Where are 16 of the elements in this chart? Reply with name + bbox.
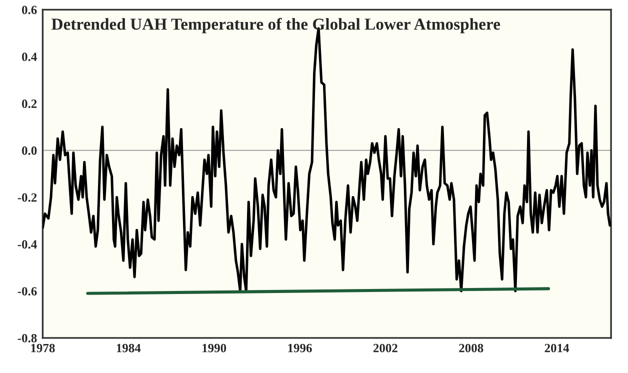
x-tick-label: 2008 (459, 344, 484, 352)
x-tick-label: 1984 (116, 344, 141, 352)
y-tick-label: 0.2 (22, 100, 37, 108)
x-tick-label: 1990 (202, 344, 226, 352)
chart-title: Detrended UAH Temperature of the Global Lower Atmosphere (52, 18, 500, 34)
y-tick-label: -0.8 (18, 334, 37, 342)
y-tick-label: -0.4 (18, 240, 37, 249)
y-tick-label: 0.0 (22, 146, 37, 155)
y-tick-label: -0.2 (18, 193, 37, 202)
x-tick-label: 1996 (288, 344, 312, 352)
x-tick-label: 2014 (544, 344, 570, 352)
y-tick-label: 0.6 (22, 6, 37, 14)
x-tick-label: 2002 (373, 344, 398, 352)
x-tick-label: 1978 (31, 344, 55, 352)
y-tick-label: -0.6 (18, 287, 37, 296)
y-tick-label: 0.4 (22, 52, 37, 62)
